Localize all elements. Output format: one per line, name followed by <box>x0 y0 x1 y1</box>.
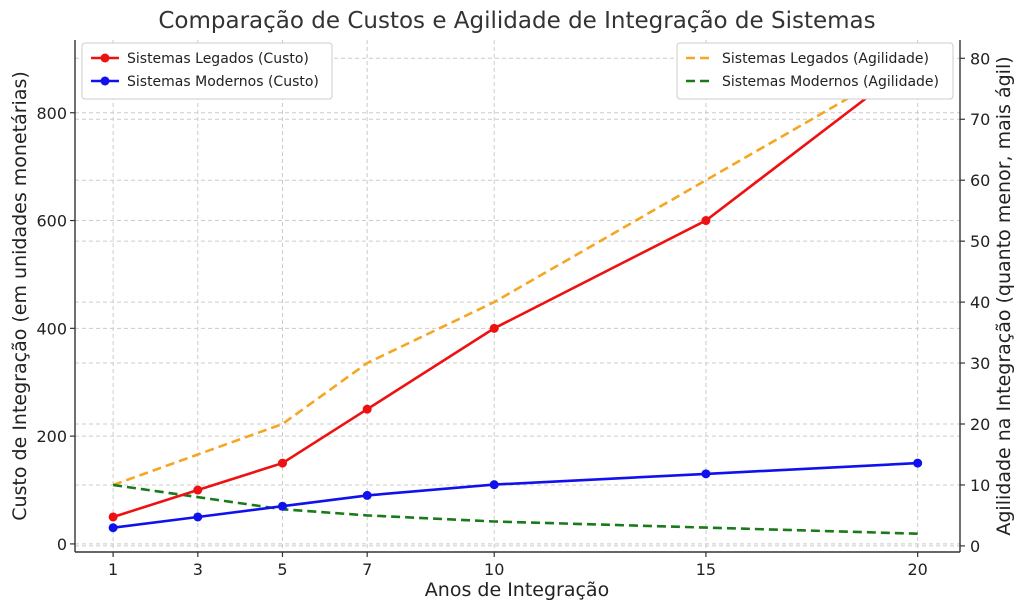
y-axis-right-label: Agilidade na Integração (quanto menor, m… <box>993 56 1015 535</box>
y-right-tick-label: 50 <box>970 232 990 251</box>
legend-label: Sistemas Legados (Agilidade) <box>722 51 929 67</box>
grid <box>75 40 960 552</box>
x-tick-label: 7 <box>362 560 372 579</box>
data-point-cost-1 <box>362 490 372 500</box>
data-point-cost-0 <box>701 216 711 226</box>
legend-marker <box>100 76 110 86</box>
series-line-agility-1 <box>112 483 918 535</box>
data-point-cost-0 <box>108 512 118 522</box>
plot-area <box>108 54 923 535</box>
x-tick-label: 3 <box>193 560 203 579</box>
series-line-cost-1 <box>112 461 918 529</box>
data-point-cost-1 <box>193 512 203 522</box>
data-point-cost-0 <box>489 323 499 333</box>
legend-label: Sistemas Legados (Custo) <box>127 51 309 67</box>
y-right-tick-label: 80 <box>970 49 990 68</box>
y-right-tick-label: 40 <box>970 293 990 312</box>
y-right-tick-label: 0 <box>970 537 980 556</box>
data-point-cost-1 <box>701 469 711 479</box>
legend-label: Sistemas Modernos (Agilidade) <box>722 74 939 90</box>
y-left-tick-label: 800 <box>36 104 67 123</box>
data-point-cost-0 <box>277 458 287 468</box>
chart-title: Comparação de Custos e Agilidade de Inte… <box>158 8 875 34</box>
data-point-cost-1 <box>108 523 118 533</box>
y-left-tick-label: 600 <box>36 212 67 231</box>
y-right-tick-label: 70 <box>970 110 990 129</box>
data-point-cost-1 <box>277 501 287 511</box>
x-tick-label: 20 <box>907 560 927 579</box>
data-point-cost-1 <box>913 458 923 468</box>
legend-cost: Sistemas Legados (Custo) Sistemas Moderno… <box>81 42 333 100</box>
data-point-cost-1 <box>489 480 499 490</box>
x-tick-label: 5 <box>277 560 287 579</box>
y-right-tick-label: 10 <box>970 476 990 495</box>
y-right-tick-label: 30 <box>970 354 990 373</box>
y-left-tick-label: 400 <box>36 319 67 338</box>
series-line-agility-0 <box>112 57 919 487</box>
x-tick-label: 15 <box>696 560 716 579</box>
legend-frame <box>81 42 333 100</box>
x-tick-label: 10 <box>484 560 504 579</box>
legend-label: Sistemas Modernos (Custo) <box>127 74 319 90</box>
legend-marker <box>100 53 110 63</box>
x-axis-label: Anos de Integração <box>425 579 609 601</box>
legend-agility: Sistemas Legados (Agilidade) Sistemas Mod… <box>676 42 954 100</box>
y-right-tick-label: 20 <box>970 415 990 434</box>
y-left-tick-label: 0 <box>57 535 67 554</box>
data-point-cost-0 <box>362 404 372 414</box>
legend-frame <box>676 42 954 100</box>
y-axis-left-label: Custo de Integração (em unidades monetár… <box>9 71 31 521</box>
data-point-cost-0 <box>193 485 203 495</box>
x-tick-label: 1 <box>108 560 118 579</box>
y-left-tick-label: 200 <box>36 427 67 446</box>
y-right-tick-label: 60 <box>970 171 990 190</box>
